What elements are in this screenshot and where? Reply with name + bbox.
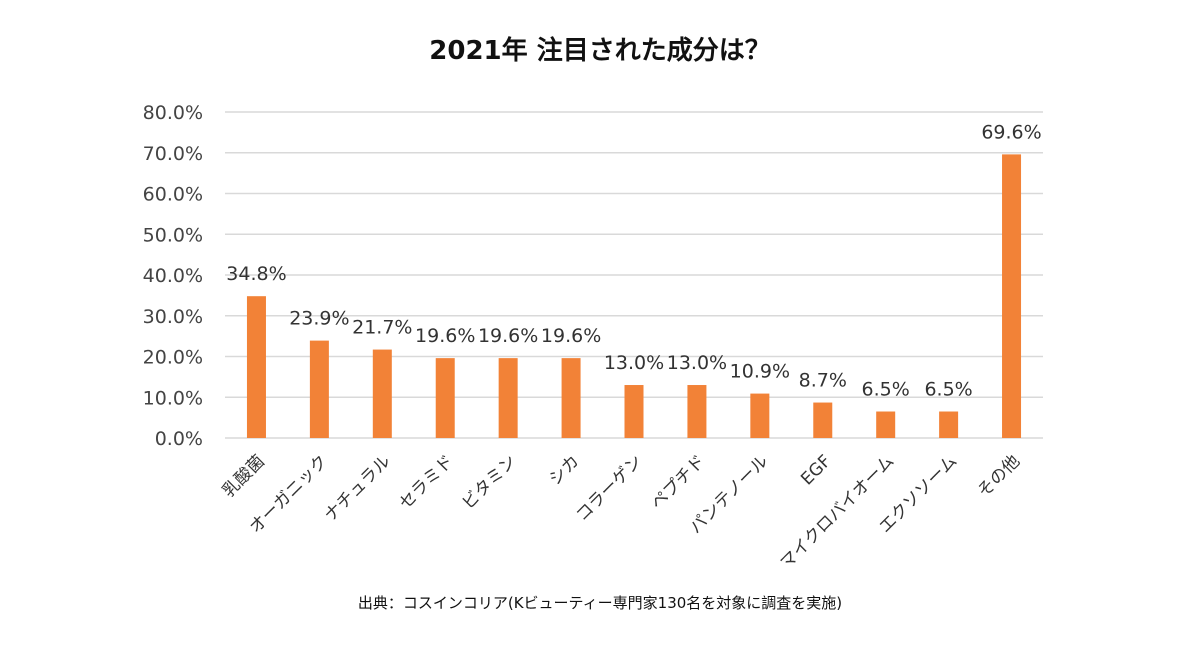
x-tick-label: 乳酸菌: [219, 451, 269, 501]
data-label: 19.6%: [478, 325, 538, 347]
bar: [876, 411, 896, 438]
y-tick-label: 20.0%: [143, 347, 203, 369]
bar: [435, 358, 455, 438]
y-tick-label: 70.0%: [143, 143, 203, 165]
bar: [813, 402, 833, 438]
source-note: 出典：コスインコリア(Kビューティー専門家130名を対象に調査を実施): [357, 594, 843, 612]
y-tick-label: 60.0%: [143, 184, 203, 206]
x-tick-label: コラーゲン: [572, 451, 646, 525]
data-label: 13.0%: [667, 352, 727, 374]
data-label: 6.5%: [862, 379, 910, 401]
bar: [939, 411, 959, 438]
bar: [687, 385, 707, 438]
bar: [498, 358, 518, 438]
data-label: 19.6%: [415, 325, 475, 347]
bar: [1002, 154, 1022, 438]
x-tick-label: セラミド: [396, 451, 458, 513]
bar: [561, 358, 581, 438]
y-tick-label: 80.0%: [143, 102, 203, 124]
data-label: 10.9%: [730, 361, 790, 383]
y-tick-label: 50.0%: [143, 224, 203, 246]
y-tick-label: 40.0%: [143, 265, 203, 287]
y-tick-label: 0.0%: [155, 428, 203, 450]
data-label: 23.9%: [289, 308, 349, 330]
x-tick-label: マイクロバイオーム: [776, 451, 898, 573]
bar: [624, 385, 644, 438]
bar: [246, 296, 266, 438]
x-tick-label: その他: [974, 451, 1024, 501]
data-label: 21.7%: [352, 317, 412, 339]
data-label: 69.6%: [981, 121, 1041, 143]
y-tick-label: 30.0%: [143, 306, 203, 328]
bar: [309, 340, 329, 438]
bar: [372, 349, 392, 438]
data-label: 19.6%: [541, 325, 601, 347]
y-tick-label: 10.0%: [143, 387, 203, 409]
x-tick-label: ペプチド: [647, 451, 709, 513]
x-tick-label: シカ: [545, 451, 583, 489]
data-label: 6.5%: [924, 379, 972, 401]
chart-title: 2021年 注目された成分は？: [429, 36, 771, 66]
data-label: 13.0%: [604, 352, 664, 374]
x-tick-label: ナチュラル: [321, 451, 395, 525]
data-label: 8.7%: [799, 370, 847, 392]
bar: [750, 393, 770, 438]
x-tick-label: ビタミン: [458, 451, 520, 513]
x-tick-label: EGF: [797, 451, 835, 489]
data-label: 34.8%: [226, 263, 286, 285]
